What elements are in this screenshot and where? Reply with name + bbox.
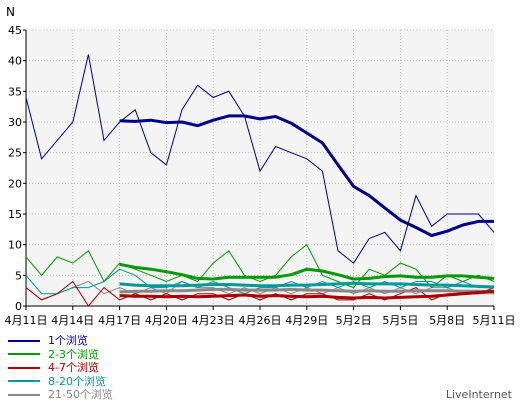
axes: N	[6, 5, 494, 307]
average-lines	[119, 114, 495, 300]
y-tick-label: 45	[8, 24, 22, 37]
y-tick-label: 30	[8, 116, 22, 129]
x-tick-label: 4月20日	[145, 314, 188, 327]
y-axis-label: N	[6, 5, 15, 19]
legend-swatch	[8, 366, 40, 369]
y-tick-label: 20	[8, 177, 22, 190]
average-line-3	[119, 281, 495, 289]
legend-label: 21-50个浏览	[48, 388, 113, 402]
y-tick-label: 0	[15, 300, 22, 313]
y-tick-label: 5	[15, 269, 22, 282]
series-line-2	[25, 280, 495, 307]
legend-label: 8-20个浏览	[48, 374, 106, 388]
x-tick-label: 4月29日	[285, 314, 328, 327]
y-tick-label: 10	[8, 239, 22, 252]
legend-item: 8-20个浏览	[8, 375, 113, 389]
series-line-1	[25, 243, 495, 289]
series-lines	[25, 54, 495, 307]
y-tick-label: 40	[8, 55, 22, 68]
legend-item: 1个浏览	[8, 334, 113, 348]
legend-swatch	[8, 353, 40, 356]
x-tick-label: 4月26日	[239, 314, 282, 327]
average-line-2	[119, 289, 495, 300]
series-line-4	[25, 280, 494, 301]
x-tick-label: 5月11日	[473, 314, 516, 327]
x-tick-label: 5月2日	[336, 314, 372, 327]
x-tick-labels: 4月11日 4月14日 4月17日 4月20日 4月23日 4月26日 4月29日 5月2日 5…	[5, 314, 516, 327]
y-tick-label: 15	[8, 208, 22, 221]
legend-swatch	[8, 339, 40, 342]
grid-lines	[23, 29, 495, 310]
legend-label: 4-7个浏览	[48, 361, 99, 375]
legend-swatch	[8, 380, 40, 383]
legend-label: 2-3个浏览	[48, 347, 99, 361]
y-tick-labels: 0 5 10 15 20 25 30 35 40 45	[8, 24, 22, 313]
average-line-4	[119, 287, 495, 294]
legend-swatch	[8, 393, 40, 396]
legend-item: 4-7个浏览	[8, 361, 113, 375]
legend-item: 21-50个浏览	[8, 388, 113, 402]
x-tick-label: 4月23日	[192, 314, 235, 327]
line-chart: N 0 5 10 15 20 25 30 35 40 45 4月11日 4月14日 4月17日 4月20…	[5, 5, 516, 327]
x-tick-label: 4月11日	[5, 314, 48, 327]
legend: 1个浏览 2-3个浏览 4-7个浏览 8-20个浏览 21-50个浏览	[8, 334, 113, 402]
y-tick-label: 35	[8, 85, 22, 98]
x-tick-label: 4月17日	[98, 314, 141, 327]
average-line-1	[119, 262, 495, 281]
y-tick-label: 25	[8, 147, 22, 160]
legend-label: 1个浏览	[48, 334, 88, 348]
x-tick-label: 5月8日	[429, 314, 465, 327]
legend-item: 2-3个浏览	[8, 348, 113, 362]
average-line-0	[119, 114, 494, 237]
series-line-0	[25, 54, 495, 264]
x-tick-label: 4月14日	[51, 314, 94, 327]
x-tick-label: 5月5日	[382, 314, 418, 327]
liveinternet-brand: LiveInternet	[445, 388, 512, 401]
